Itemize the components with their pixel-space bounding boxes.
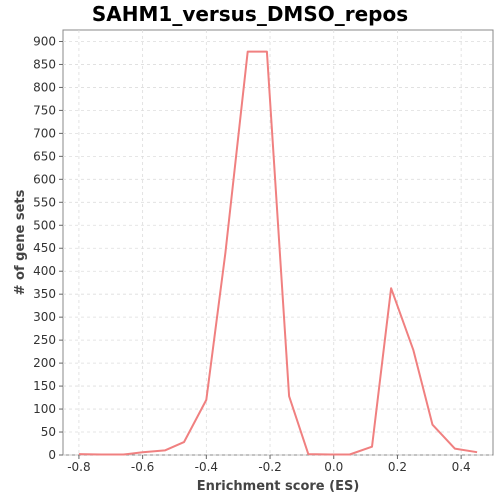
y-tick-label: 850 xyxy=(33,57,56,71)
x-axis: -0.8 -0.6 -0.4 -0.2 0.0 0.2 0.4 xyxy=(67,455,471,474)
chart-title: SAHM1_versus_DMSO_repos xyxy=(92,2,408,26)
x-tick-label: 0.4 xyxy=(452,460,471,474)
y-tick-label: 900 xyxy=(33,34,56,48)
series-layer xyxy=(78,50,478,456)
y-tick-label: 150 xyxy=(33,379,56,393)
x-tick-label: -0.2 xyxy=(258,460,281,474)
y-tick-label: 0 xyxy=(48,448,56,462)
plot-area xyxy=(62,29,494,456)
y-tick-label: 100 xyxy=(33,402,56,416)
y-tick-label: 550 xyxy=(33,195,56,209)
y-tick-label: 350 xyxy=(33,287,56,301)
grid xyxy=(63,30,493,456)
x-axis-label: Enrichment score (ES) xyxy=(197,479,360,494)
y-tick-label: 650 xyxy=(33,149,56,163)
y-axis-label: # of gene sets xyxy=(13,189,28,295)
y-tick-label: 750 xyxy=(33,103,56,117)
y-tick-label: 700 xyxy=(33,126,56,140)
y-tick-label: 800 xyxy=(33,80,56,94)
y-tick-label: 200 xyxy=(33,356,56,370)
x-tick-label: -0.6 xyxy=(131,460,154,474)
x-tick-label: 0.2 xyxy=(388,460,407,474)
x-tick-label: -0.4 xyxy=(195,460,218,474)
series-line xyxy=(78,50,478,456)
y-tick-label: 250 xyxy=(33,333,56,347)
y-tick-label: 450 xyxy=(33,241,56,255)
y-axis: 0 50 100 150 200 250 300 350 400 450 500 550 600 650 7… xyxy=(33,34,63,462)
y-tick-label: 600 xyxy=(33,172,56,186)
y-tick-label: 500 xyxy=(33,218,56,232)
y-tick-label: 400 xyxy=(33,264,56,278)
y-tick-label: 50 xyxy=(41,425,56,439)
x-tick-label: 0.0 xyxy=(324,460,343,474)
x-tick-label: -0.8 xyxy=(67,460,90,474)
y-tick-label: 300 xyxy=(33,310,56,324)
